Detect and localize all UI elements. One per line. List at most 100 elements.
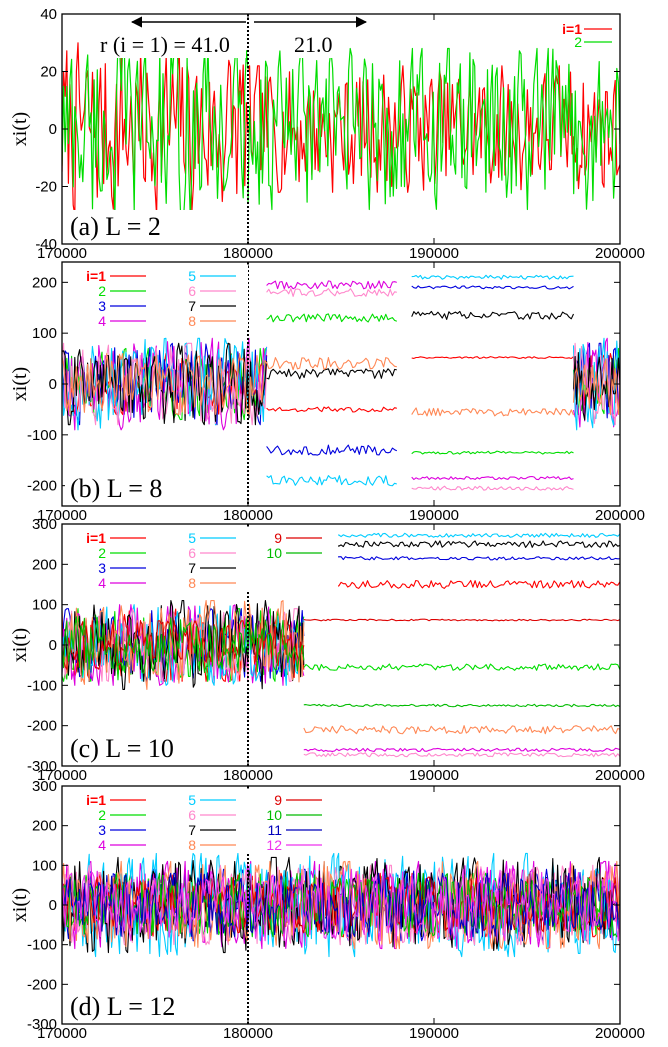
series-line-4 [62,280,620,481]
legend-entry-label: 3 [98,560,106,576]
legend-entry-label: 9 [274,792,282,808]
series-line-7 [62,540,620,690]
x-tick-label: 170000 [37,1025,87,1042]
legend-entry-label: 8 [188,837,196,853]
legend-entry-label: 7 [188,298,196,314]
x-tick-label: 170000 [37,767,87,784]
x-tick-label: 180000 [223,1025,273,1042]
legend-entry-label: 5 [188,792,196,808]
y-tick-label: 100 [32,597,57,614]
legend-entry-label: 11 [267,822,282,838]
legend-entry-label: i=1 [86,530,106,546]
x-tick-label: 190000 [409,245,459,262]
y-axis-label: xi(t) [9,367,31,401]
series-line-9 [62,618,620,670]
legend-background [68,527,338,591]
series-line-6 [62,287,620,491]
legend-entry-label: 7 [188,822,196,838]
legend-entry-label: 3 [98,822,106,838]
series-line-7 [62,310,620,426]
x-tick-label: 180000 [223,767,273,784]
x-tick-label: 190000 [409,767,459,784]
legend-entry-label: 10 [266,807,282,823]
legend-entry-label: 12 [266,837,282,853]
y-axis-label: xi(t) [9,112,31,146]
legend-entry-label: 2 [98,283,106,299]
y-tick-label: 200 [32,556,57,573]
y-tick-label: -300 [27,758,57,775]
y-tick-label: -200 [27,718,57,735]
x-tick-label: 190000 [409,507,459,524]
y-tick-label: -200 [27,478,57,495]
y-axis-label: xi(t) [9,888,31,922]
legend-entry-label: 4 [98,575,106,591]
annotation-r-right: 21.0 [294,32,333,57]
legend-entry-label: 2 [98,807,106,823]
y-tick-label: 100 [32,325,57,342]
legend: i=12 [562,21,612,50]
x-tick-label: 190000 [409,1025,459,1042]
x-tick-label: 200000 [595,507,645,524]
y-tick-label: 300 [32,778,57,795]
x-tick-label: 180000 [223,507,273,524]
panel-label-bg [65,990,205,1022]
panel-label: (c) L = 10 [70,734,174,763]
x-tick-label: 180000 [223,245,273,262]
y-tick-label: -100 [27,427,57,444]
legend-entry-label: 7 [188,560,196,576]
legend-entry-label: 8 [188,575,196,591]
x-tick-label: 200000 [595,767,645,784]
y-tick-label: -100 [27,677,57,694]
y-tick-label: -40 [35,236,57,253]
annotation-bg [98,30,246,58]
series-line-8 [62,352,620,417]
y-tick-label: 0 [49,637,57,654]
panel-label: (d) L = 12 [70,992,175,1021]
y-tick-label: 0 [49,897,57,914]
series-line-10 [62,616,620,708]
panel-2: -300 -200 -100 0 100 200 300 170000 180000 190000… [9,516,645,784]
panel-label-bg [65,210,205,242]
x-tick-label: 200000 [595,245,645,262]
panel-label-bg [65,732,205,764]
legend-entry-label: 6 [188,545,196,561]
legend-background [68,789,338,853]
annotation-r-left: r (i = 1) = 41.0 [100,32,230,57]
legend-entry-label: 4 [98,837,106,853]
legend-entry-label: 5 [188,530,196,546]
legend-entry-label: 6 [188,283,196,299]
x-tick-label: 170000 [37,245,87,262]
y-tick-label: -100 [27,937,57,954]
series-line-3 [62,285,620,456]
y-tick-label: -300 [27,1016,57,1033]
panel-label: (b) L = 8 [70,474,162,503]
series-line-5 [62,274,620,487]
legend-entry-label: 2 [98,545,106,561]
panel-0: -40 -20 0 20 40 170000 180000 190000 200000 xi(t)… [9,6,645,262]
legend-entry-label: i=1 [562,21,582,37]
traces [62,36,620,222]
legend-entry-label: 10 [266,545,282,561]
panel-label: (a) L = 2 [70,212,161,241]
y-tick-label: 0 [49,376,57,393]
y-tick-label: -20 [35,179,57,196]
x-tick-label: 200000 [595,1025,645,1042]
y-tick-label: -200 [27,976,57,993]
y-tick-label: 300 [32,516,57,533]
traces [62,532,620,758]
y-tick-label: 40 [40,6,57,23]
series-line-2 [62,36,620,222]
series-line-12 [62,868,620,942]
legend-entry-label: 4 [98,313,106,329]
legend-entry-label: 8 [188,313,196,329]
legend-entry-label: i=1 [86,268,106,284]
x-tick-label: 170000 [37,507,87,524]
y-tick-label: 0 [49,121,57,138]
annotation-bg [292,30,346,58]
y-tick-label: 200 [32,274,57,291]
legend-entry-label: 9 [274,530,282,546]
